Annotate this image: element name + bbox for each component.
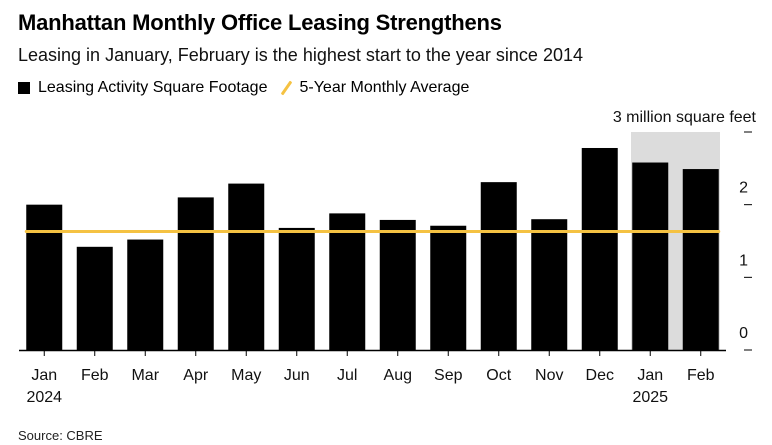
bar[interactable] — [76, 246, 113, 350]
bar[interactable] — [228, 183, 265, 350]
legend-item-bars: Leasing Activity Square Footage — [18, 79, 267, 97]
x-tick-label: Mar — [131, 367, 159, 384]
bar[interactable] — [682, 169, 719, 350]
bar[interactable] — [632, 162, 669, 350]
bar[interactable] — [127, 239, 164, 350]
x-tick-label: Jan — [31, 367, 57, 384]
source-note: Source: CBRE — [18, 428, 103, 443]
bar[interactable] — [379, 219, 416, 350]
bar[interactable] — [177, 197, 214, 350]
x-tick-label: Jan — [637, 367, 663, 384]
x-tick-label: Feb — [81, 367, 109, 384]
x-tick-label: May — [231, 367, 261, 384]
chart-subtitle: Leasing in January, February is the high… — [18, 45, 583, 65]
x-tick-label: Nov — [535, 367, 563, 384]
x-tick-label: Aug — [384, 367, 412, 384]
legend-average-label: 5-Year Monthly Average — [299, 79, 470, 96]
chart-title: Manhattan Monthly Office Leasing Strengt… — [18, 10, 502, 35]
x-tick-label: Dec — [586, 367, 614, 384]
legend-item-average: 5-Year Monthly Average — [279, 79, 469, 97]
chart-legend: Leasing Activity Square Footage 5-Year M… — [18, 78, 481, 98]
y-tick-label: 2 — [739, 180, 748, 197]
bar[interactable] — [480, 182, 517, 350]
bar[interactable] — [278, 227, 315, 350]
legend-bars-label: Leasing Activity Square Footage — [38, 79, 268, 96]
x-tick-label: Jun — [284, 367, 310, 384]
y-tick-label: 0 — [739, 325, 748, 342]
bar[interactable] — [531, 219, 568, 350]
x-tick-label: Sep — [434, 367, 463, 384]
year-label: 2024 — [26, 389, 62, 406]
x-tick-label: Feb — [687, 367, 715, 384]
bar[interactable] — [581, 147, 618, 350]
y-tick-label: 1 — [739, 252, 748, 269]
x-tick-label: Jul — [337, 367, 357, 384]
bar[interactable] — [430, 225, 467, 350]
x-tick-label: Oct — [486, 367, 511, 384]
legend-bar-swatch-icon — [18, 82, 30, 94]
y-tick-label-unit: 3 million square feet — [613, 109, 757, 126]
bar[interactable] — [329, 213, 366, 350]
bar[interactable] — [26, 204, 63, 350]
x-tick-label: Apr — [183, 367, 209, 384]
year-label: 2025 — [632, 389, 668, 406]
